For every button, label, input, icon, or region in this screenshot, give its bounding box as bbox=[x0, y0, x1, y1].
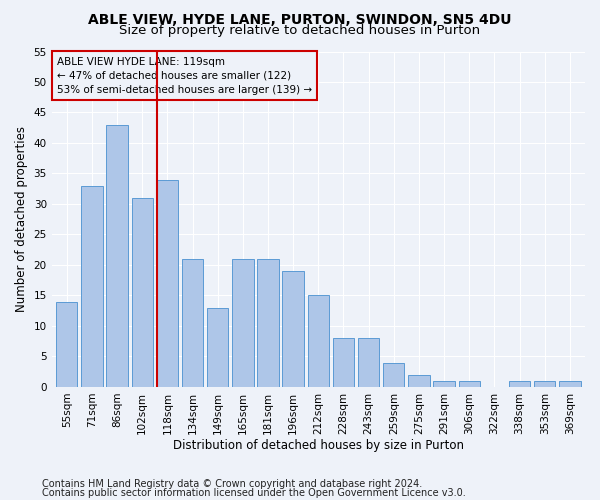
Bar bbox=[56, 302, 77, 387]
Text: Size of property relative to detached houses in Purton: Size of property relative to detached ho… bbox=[119, 24, 481, 37]
Bar bbox=[458, 381, 480, 387]
Text: Contains public sector information licensed under the Open Government Licence v3: Contains public sector information licen… bbox=[42, 488, 466, 498]
Text: Contains HM Land Registry data © Crown copyright and database right 2024.: Contains HM Land Registry data © Crown c… bbox=[42, 479, 422, 489]
Bar bbox=[333, 338, 354, 387]
Bar bbox=[257, 259, 279, 387]
Bar bbox=[383, 362, 404, 387]
Text: ABLE VIEW HYDE LANE: 119sqm
← 47% of detached houses are smaller (122)
53% of se: ABLE VIEW HYDE LANE: 119sqm ← 47% of det… bbox=[57, 56, 312, 94]
Bar bbox=[106, 124, 128, 387]
Bar bbox=[131, 198, 153, 387]
Bar bbox=[283, 271, 304, 387]
Bar bbox=[81, 186, 103, 387]
Bar bbox=[157, 180, 178, 387]
Bar bbox=[534, 381, 556, 387]
Bar bbox=[207, 308, 229, 387]
Bar bbox=[433, 381, 455, 387]
Bar bbox=[358, 338, 379, 387]
Text: ABLE VIEW, HYDE LANE, PURTON, SWINDON, SN5 4DU: ABLE VIEW, HYDE LANE, PURTON, SWINDON, S… bbox=[88, 12, 512, 26]
Bar bbox=[232, 259, 254, 387]
Bar bbox=[408, 375, 430, 387]
X-axis label: Distribution of detached houses by size in Purton: Distribution of detached houses by size … bbox=[173, 440, 464, 452]
Bar bbox=[509, 381, 530, 387]
Bar bbox=[182, 259, 203, 387]
Bar bbox=[308, 296, 329, 387]
Y-axis label: Number of detached properties: Number of detached properties bbox=[15, 126, 28, 312]
Bar bbox=[559, 381, 581, 387]
